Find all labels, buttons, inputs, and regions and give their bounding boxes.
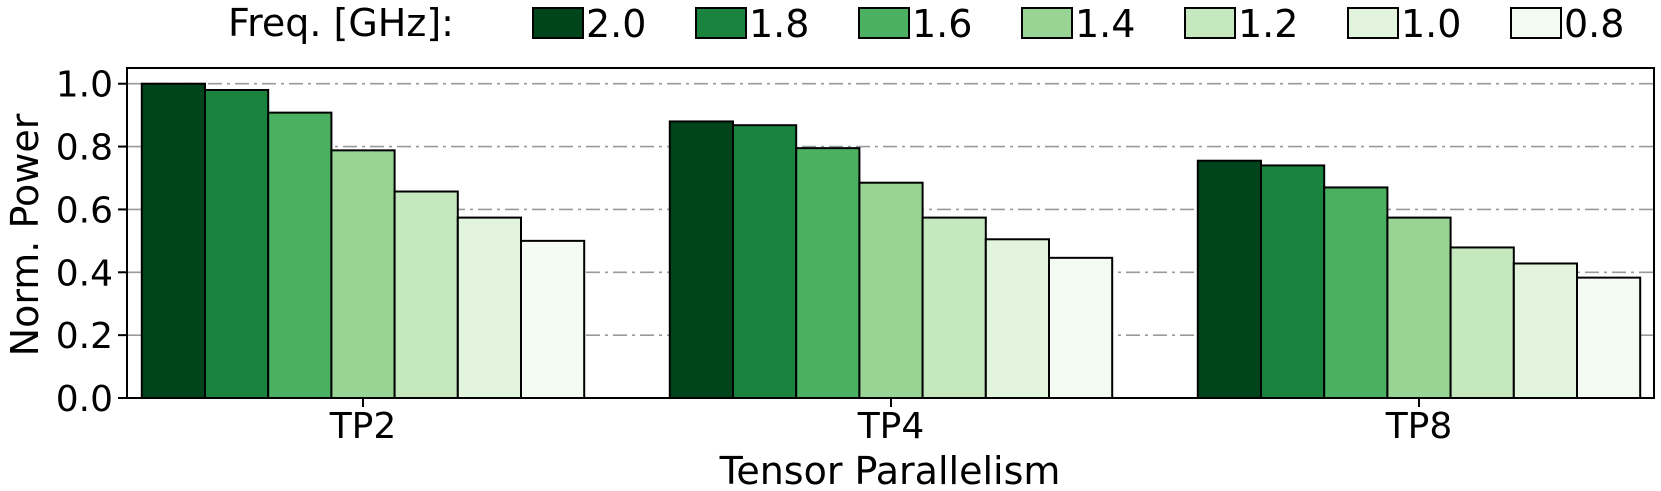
bar-tp8-1-0 — [1512, 262, 1579, 399]
y-axis-label: Norm. Power — [3, 113, 47, 356]
x-tick-label: TP8 — [1385, 406, 1453, 447]
legend-label: 1.0 — [1401, 2, 1461, 46]
y-tick-label: 0.0 — [56, 379, 113, 420]
bar-tp4-1-0 — [984, 238, 1050, 399]
bar-tp8-0-8 — [1576, 276, 1642, 399]
x-tick-label: TP4 — [857, 406, 925, 447]
bar-tp2-1-0 — [456, 216, 522, 399]
bars — [140, 82, 1642, 400]
bar-tp8-1-6 — [1323, 186, 1389, 399]
bar-tp2-1-6 — [267, 111, 333, 399]
legend-label: 1.6 — [912, 2, 972, 46]
y-tick-label: 0.4 — [56, 253, 113, 294]
bar-tp2-2-0 — [140, 82, 207, 399]
bar-tp4-1-8 — [732, 124, 798, 399]
bar-tp2-1-2 — [393, 190, 459, 399]
bar-tp8-1-8 — [1260, 164, 1326, 399]
legend: Freq. [GHz]: 2.0 1.8 1.6 1.4 1.2 1.0 0.8 — [228, 1, 1624, 46]
legend-swatch — [695, 7, 747, 39]
y-axis: 0.0 0.2 0.4 0.6 0.8 1.0 — [56, 65, 127, 420]
legend-label: 1.2 — [1238, 2, 1298, 46]
x-axis: TP2 TP4 TP8 — [329, 398, 1453, 447]
x-axis-label: Tensor Parallelism — [719, 449, 1061, 491]
legend-label: 1.4 — [1075, 2, 1135, 46]
y-tick-label: 0.6 — [56, 190, 113, 231]
x-tick-label: TP2 — [329, 406, 397, 447]
y-tick-label: 0.2 — [56, 316, 113, 357]
legend-swatch — [1021, 7, 1073, 39]
bar-tp4-1-4 — [858, 181, 924, 399]
legend-swatch — [858, 7, 910, 39]
legend-label: 1.8 — [749, 2, 809, 46]
bar-tp4-1-6 — [795, 147, 861, 399]
bar-tp4-0-8 — [1048, 256, 1114, 400]
bar-tp8-1-4 — [1386, 216, 1452, 399]
bar-tp4-2-0 — [668, 120, 734, 400]
bar-tp4-1-2 — [921, 216, 987, 399]
bar-tp8-1-2 — [1449, 246, 1515, 399]
bar-tp2-0-8 — [520, 239, 586, 399]
legend-swatch — [1347, 7, 1399, 39]
bar-tp8-2-0 — [1196, 159, 1263, 399]
legend-label: 2.0 — [586, 2, 646, 46]
legend-title: Freq. [GHz]: — [228, 1, 454, 45]
legend-swatch — [1184, 7, 1236, 39]
bar-tp2-1-4 — [330, 149, 396, 399]
legend-swatch — [1510, 7, 1562, 39]
bar-tp2-1-8 — [204, 89, 270, 399]
legend-label: 0.8 — [1564, 2, 1624, 46]
y-tick-label: 1.0 — [56, 65, 113, 106]
y-tick-label: 0.8 — [56, 128, 113, 169]
legend-swatch — [532, 7, 584, 39]
